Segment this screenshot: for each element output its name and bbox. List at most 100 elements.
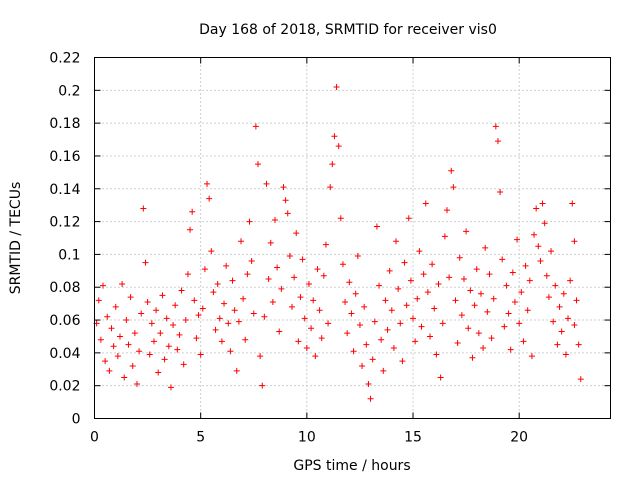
data-point [314, 266, 321, 273]
data-point [180, 361, 187, 368]
y-tick-label: 0.2 [58, 83, 80, 99]
data-point [195, 312, 202, 319]
tick-labels: 0 5 10 15 20 0 0.02 0.04 0.06 0.08 0.1 0.12 0.14 0.16… [49, 51, 528, 446]
data-point [371, 318, 378, 325]
data-point [369, 356, 376, 363]
data-point [240, 295, 247, 302]
data-point [543, 272, 550, 279]
data-point [278, 285, 285, 292]
data-point [565, 315, 572, 322]
data-point [174, 346, 181, 353]
data-point [545, 294, 552, 301]
data-point [218, 338, 225, 345]
data-point [331, 133, 338, 140]
data-point [161, 356, 168, 363]
data-point [365, 381, 372, 388]
data-point [499, 256, 506, 263]
data-point [131, 330, 138, 337]
data-point [129, 362, 136, 369]
data-point [116, 333, 123, 340]
y-tick-label: 0.04 [49, 346, 80, 362]
data-points [93, 84, 584, 402]
data-point [560, 290, 567, 297]
data-point [244, 271, 251, 278]
data-point [550, 318, 557, 325]
data-point [344, 330, 351, 337]
data-point [99, 282, 106, 289]
x-tick-label: 10 [298, 430, 316, 446]
y-tick-label: 0.1 [58, 247, 80, 263]
data-point [242, 336, 249, 343]
data-point [412, 338, 419, 345]
data-point [373, 223, 380, 230]
data-point [342, 298, 349, 305]
data-point [329, 161, 336, 168]
data-point [325, 320, 332, 327]
data-point [299, 256, 306, 263]
data-point [422, 200, 429, 207]
data-point [157, 330, 164, 337]
data-point [407, 277, 414, 284]
data-point [322, 241, 329, 248]
data-point [573, 297, 580, 304]
data-point [327, 184, 334, 191]
data-point [384, 326, 391, 333]
data-point [263, 180, 270, 187]
data-point [123, 317, 130, 324]
data-point [448, 167, 455, 174]
data-point [380, 367, 387, 374]
data-point [477, 290, 484, 297]
data-point [163, 315, 170, 322]
data-point [308, 325, 315, 332]
data-point [204, 180, 211, 187]
data-point [337, 215, 344, 222]
data-point [269, 298, 276, 305]
data-point [503, 282, 510, 289]
data-point [146, 351, 153, 358]
data-point [441, 233, 448, 240]
x-tick-label: 15 [404, 430, 422, 446]
data-point [454, 340, 461, 347]
data-point [119, 280, 126, 287]
data-point [199, 305, 206, 312]
data-point [569, 200, 576, 207]
y-tick-label: 0.18 [49, 116, 80, 132]
data-point [410, 315, 417, 322]
data-point [97, 336, 104, 343]
data-point [514, 236, 521, 243]
plot-frame [94, 57, 611, 419]
data-point [305, 280, 312, 287]
data-point [418, 323, 425, 330]
data-point [252, 123, 259, 130]
data-point [556, 303, 563, 310]
data-point [405, 215, 412, 222]
data-point [227, 348, 234, 355]
data-point [427, 333, 434, 340]
data-point [475, 330, 482, 337]
data-point [528, 353, 535, 360]
y-tick-label: 0.16 [49, 149, 80, 165]
data-point [541, 220, 548, 227]
data-point [282, 197, 289, 204]
data-point [206, 195, 213, 202]
data-point [458, 312, 465, 319]
data-point [575, 341, 582, 348]
grid [94, 57, 611, 419]
data-point [401, 259, 408, 266]
data-point [535, 243, 542, 250]
data-point [316, 307, 323, 314]
data-point [229, 277, 236, 284]
data-point [187, 226, 194, 233]
data-point [437, 374, 444, 381]
data-point [390, 344, 397, 351]
data-point [210, 289, 217, 296]
data-point [339, 261, 346, 268]
data-point [416, 248, 423, 255]
data-point [318, 335, 325, 342]
data-point [482, 244, 489, 251]
y-tick-label: 0.22 [49, 51, 80, 67]
data-point [165, 343, 172, 350]
data-point [501, 323, 508, 330]
data-point [367, 395, 374, 402]
